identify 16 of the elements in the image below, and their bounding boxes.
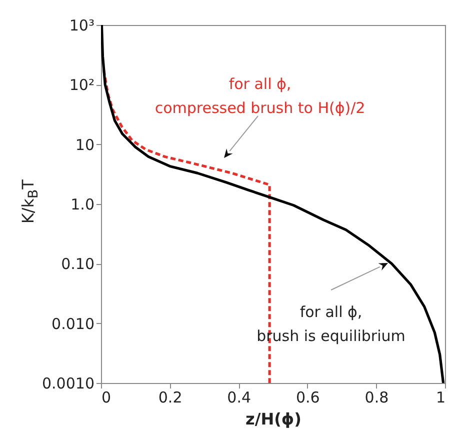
x-tick-label: 0.8 bbox=[364, 388, 389, 406]
y-tick-label: 0.0010 bbox=[42, 374, 94, 392]
y-tick-label: 0.10 bbox=[61, 255, 94, 274]
x-tick-label: 0.6 bbox=[296, 388, 320, 406]
y-tick-label: 0.010 bbox=[52, 314, 94, 333]
x-tick-label: 1 bbox=[436, 388, 446, 406]
annotation: for all ϕ, compressed brush to H(ϕ)/2 bbox=[154, 75, 366, 117]
y-tick-label: 1.0 bbox=[70, 196, 94, 214]
y-tick-label: 10² bbox=[69, 76, 94, 94]
x-tick-label: 0 bbox=[102, 388, 112, 406]
y-tick-label: 10³ bbox=[69, 16, 94, 34]
y-tick-label: 10 bbox=[75, 136, 94, 154]
annotation: for all ϕ, brush is equilibrium bbox=[256, 303, 406, 345]
x-axis-title: z/H(ϕ) bbox=[246, 410, 302, 428]
x-tick-label: 0.4 bbox=[227, 388, 252, 406]
x-tick-label: 0.2 bbox=[158, 388, 182, 406]
